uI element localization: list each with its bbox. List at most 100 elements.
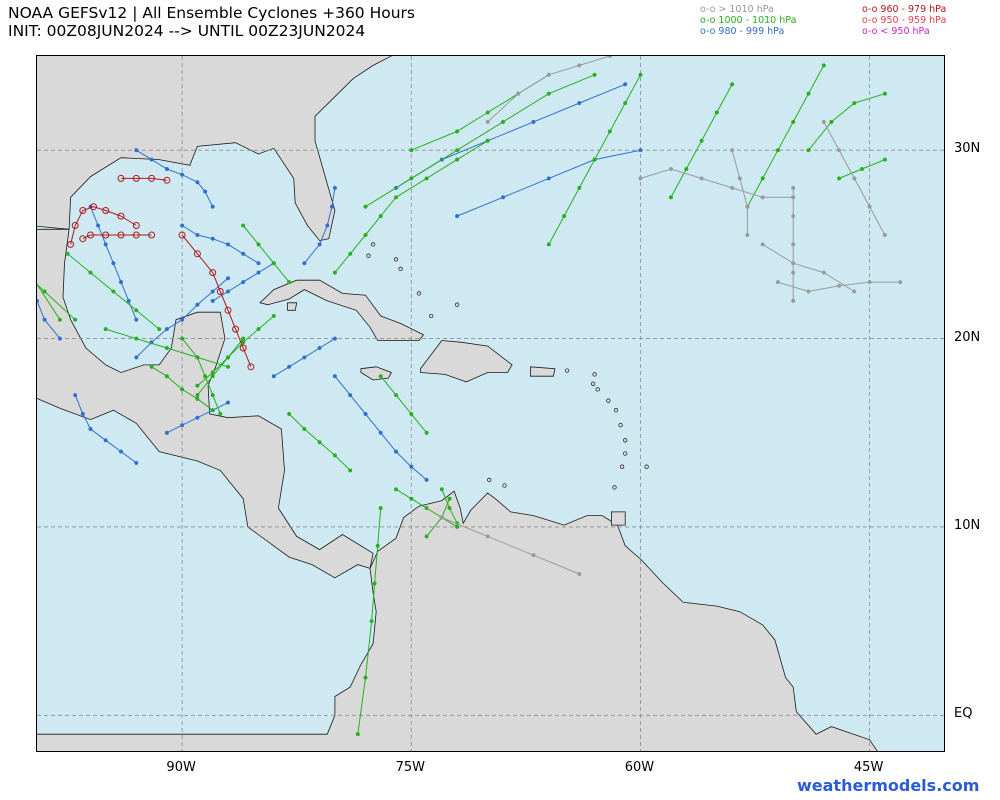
track-point: [241, 280, 246, 285]
track-point: [149, 364, 154, 369]
track-point: [180, 317, 185, 322]
track-point: [134, 460, 139, 465]
track-point: [775, 280, 780, 285]
track-point: [232, 325, 240, 333]
track-point: [117, 231, 125, 239]
track-point: [684, 166, 689, 172]
legend-symbol: o-o: [862, 4, 878, 15]
track-point: [241, 336, 246, 341]
landmass-layer: [37, 56, 878, 751]
track-point: [271, 374, 276, 379]
track-point: [424, 534, 429, 539]
track-point: [424, 477, 429, 482]
track-point: [157, 327, 162, 332]
legend-entry: o-o > 1010 hPa: [700, 4, 796, 15]
cyclone-track: [791, 185, 796, 303]
track-point: [546, 242, 551, 247]
track-point: [134, 308, 139, 313]
hispaniola-landmass: [420, 340, 513, 383]
track-point: [455, 148, 460, 153]
track-point: [71, 222, 79, 229]
pressure-legend-right: o-o 960 - 979 hPa o-o 950 - 959 hPa o-o < 9…: [862, 4, 946, 37]
track-line: [441, 517, 580, 575]
track-point: [216, 288, 224, 295]
track-point: [424, 430, 429, 435]
track-point: [195, 180, 200, 185]
track-point: [149, 157, 154, 162]
track-line: [334, 140, 488, 273]
track-point: [485, 119, 490, 124]
cyclone-tracks-layer: [37, 56, 903, 737]
track-point: [164, 345, 169, 351]
track-point: [852, 176, 857, 181]
legend-label: 1000 - 1010 hPa: [718, 15, 797, 26]
cyclone-track: [806, 91, 887, 153]
island-marker: [623, 451, 628, 456]
track-point: [302, 355, 307, 360]
island-marker: [398, 266, 403, 272]
island-marker: [613, 408, 619, 413]
track-point: [148, 231, 156, 239]
track-point: [102, 231, 110, 239]
track-point: [745, 204, 750, 209]
track-point: [210, 370, 215, 375]
legend-label: < 950 hPa: [880, 26, 930, 37]
track-point: [500, 195, 506, 200]
track-point: [239, 344, 247, 352]
cyclone-track: [134, 148, 215, 209]
track-point: [668, 195, 674, 200]
cyclone-track: [730, 148, 750, 238]
track-point: [118, 280, 124, 285]
track-point: [287, 364, 292, 369]
north-america-landmass: [37, 56, 392, 242]
track-point: [714, 110, 719, 115]
track-line: [640, 168, 794, 198]
track-line: [74, 394, 137, 464]
track-point: [409, 176, 414, 181]
cyclone-track: [332, 374, 429, 482]
track-point: [699, 138, 704, 143]
track-point: [791, 270, 796, 275]
island-marker: [592, 372, 597, 377]
track-point: [225, 400, 231, 405]
track-point: [73, 393, 78, 398]
track-point: [178, 231, 186, 239]
track-point: [164, 374, 169, 379]
track-point: [806, 148, 811, 153]
cyclone-track: [67, 203, 140, 248]
map-canvas[interactable]: [37, 56, 945, 752]
latitude-label: 10N: [954, 517, 981, 533]
track-point: [837, 148, 842, 153]
track-point: [409, 148, 414, 153]
trinidad-landmass: [611, 511, 626, 526]
island-marker: [612, 485, 617, 490]
track-point: [132, 231, 140, 239]
track-point: [57, 336, 62, 341]
island-marker: [370, 242, 376, 247]
track-point: [516, 91, 521, 96]
track-point: [271, 313, 276, 319]
cyclone-track: [73, 393, 139, 465]
cyclone-track: [821, 119, 887, 238]
cyclone-track: [79, 231, 156, 243]
track-point: [737, 176, 742, 181]
cyclone-track: [134, 276, 231, 360]
track-point: [209, 269, 217, 277]
track-point: [117, 212, 125, 220]
cyclone-track: [271, 336, 337, 379]
track-point: [210, 289, 215, 294]
legend-entry: o-o 980 - 999 hPa: [700, 26, 796, 37]
track-point: [409, 464, 414, 469]
track-point: [577, 101, 582, 106]
track-point: [195, 383, 200, 388]
cyclone-track: [117, 174, 171, 184]
map-panel[interactable]: [36, 55, 945, 752]
cyclone-track: [88, 204, 139, 322]
track-line: [37, 283, 61, 320]
track-point: [638, 176, 643, 181]
track-point: [455, 129, 460, 134]
track-point: [134, 336, 139, 341]
track-point: [348, 251, 353, 256]
source-credit: weathermodels.com: [797, 776, 980, 795]
track-point: [163, 176, 171, 184]
